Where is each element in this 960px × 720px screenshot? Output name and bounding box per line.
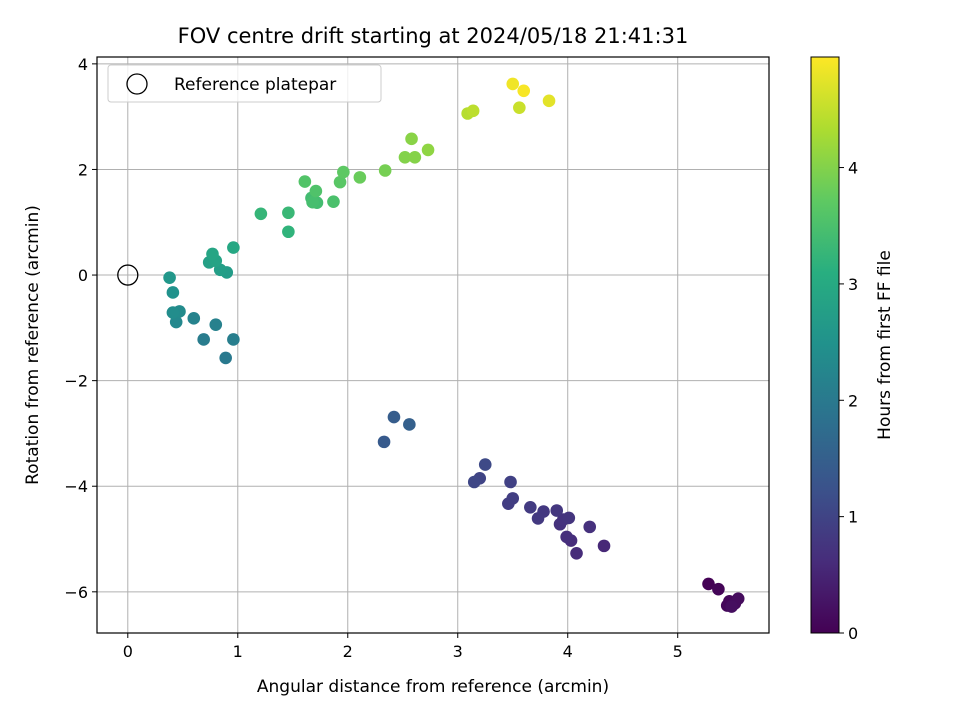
data-point [227, 241, 240, 254]
data-point [206, 247, 219, 261]
chart-title: FOV centre drift starting at 2024/05/18 … [178, 24, 689, 48]
legend-box [107, 64, 382, 103]
data-point [209, 318, 223, 331]
y-tick-label: −4 [64, 477, 88, 496]
x-axis-ticks: 0 1 2 3 4 5 [123, 633, 683, 661]
data-point [227, 333, 240, 346]
x-tick-label: 3 [453, 642, 463, 661]
colorbar-tick-label: 3 [848, 275, 858, 294]
data-point [298, 175, 312, 188]
y-tick-label: 0 [78, 266, 88, 285]
data-point [333, 175, 347, 189]
legend-entry-reference: Reference platepar [174, 75, 336, 95]
plot-area [97, 57, 769, 633]
data-point [467, 475, 481, 489]
data-point [702, 577, 715, 591]
data-point [403, 418, 416, 431]
data-point [560, 530, 573, 544]
data-point [405, 132, 418, 146]
colorbar-gradient [810, 56, 840, 634]
data-point [513, 101, 526, 114]
data-point [166, 286, 180, 299]
x-tick-label: 5 [673, 642, 683, 661]
colorbar-ticks: 0 1 2 3 4 [839, 159, 858, 643]
data-point [353, 171, 367, 184]
x-tick-label: 2 [343, 642, 353, 661]
data-point [219, 351, 232, 365]
data-point [337, 165, 350, 179]
data-point [282, 206, 295, 220]
data-point [197, 333, 210, 346]
data-point [169, 315, 183, 329]
data-point [506, 77, 520, 91]
data-point [712, 582, 725, 596]
legend: Reference platepar [107, 64, 382, 103]
data-point [421, 143, 435, 157]
data-point [306, 195, 319, 209]
data-point [398, 151, 412, 164]
y-tick-label: −2 [64, 372, 88, 391]
y-axis-label: Rotation from reference (arcmin) [23, 205, 43, 485]
colorbar-label: Hours from first FF file [875, 250, 895, 440]
data-point [378, 164, 392, 177]
data-point [166, 306, 180, 319]
data-point [725, 600, 738, 613]
data-point [597, 539, 611, 553]
data-point [542, 94, 556, 108]
x-tick-label: 1 [233, 642, 243, 661]
data-point [327, 195, 340, 208]
data-point [583, 520, 597, 534]
data-point [478, 458, 492, 471]
y-tick-label: 2 [78, 160, 88, 179]
x-axis-label: Angular distance from reference (arcmin) [257, 677, 609, 697]
x-tick-label: 0 [123, 642, 133, 661]
reference-marker [117, 264, 139, 286]
colorbar-tick-label: 1 [848, 508, 858, 527]
data-point [550, 504, 564, 517]
colorbar: 0 1 2 3 4 Hours from first FF file [810, 56, 895, 643]
data-point [387, 410, 401, 424]
y-tick-label: −6 [64, 583, 88, 602]
colorbar-tick-label: 2 [848, 391, 858, 410]
y-tick-label: 4 [78, 55, 88, 74]
x-tick-label: 4 [563, 642, 573, 661]
data-point [377, 435, 391, 449]
legend-marker [126, 73, 148, 95]
data-point [254, 207, 268, 221]
plot-frame [96, 56, 770, 634]
data-point [570, 546, 583, 560]
data-point [466, 104, 480, 118]
y-axis-ticks: −6 −4 −2 0 2 4 [64, 55, 97, 602]
data-point [517, 84, 531, 98]
data-point [187, 312, 201, 325]
reference-platepar-marker [117, 264, 139, 286]
data-point [524, 501, 537, 514]
data-points [163, 77, 745, 613]
data-point [163, 271, 176, 284]
data-point [562, 511, 576, 525]
colorbar-tick-label: 4 [848, 159, 858, 178]
data-point [309, 184, 323, 198]
data-point [408, 151, 422, 164]
data-point [531, 512, 545, 525]
data-point [506, 492, 520, 505]
colorbar-tick-label: 0 [848, 624, 858, 643]
data-point [282, 225, 295, 239]
data-point [504, 475, 517, 489]
grid [97, 57, 769, 633]
